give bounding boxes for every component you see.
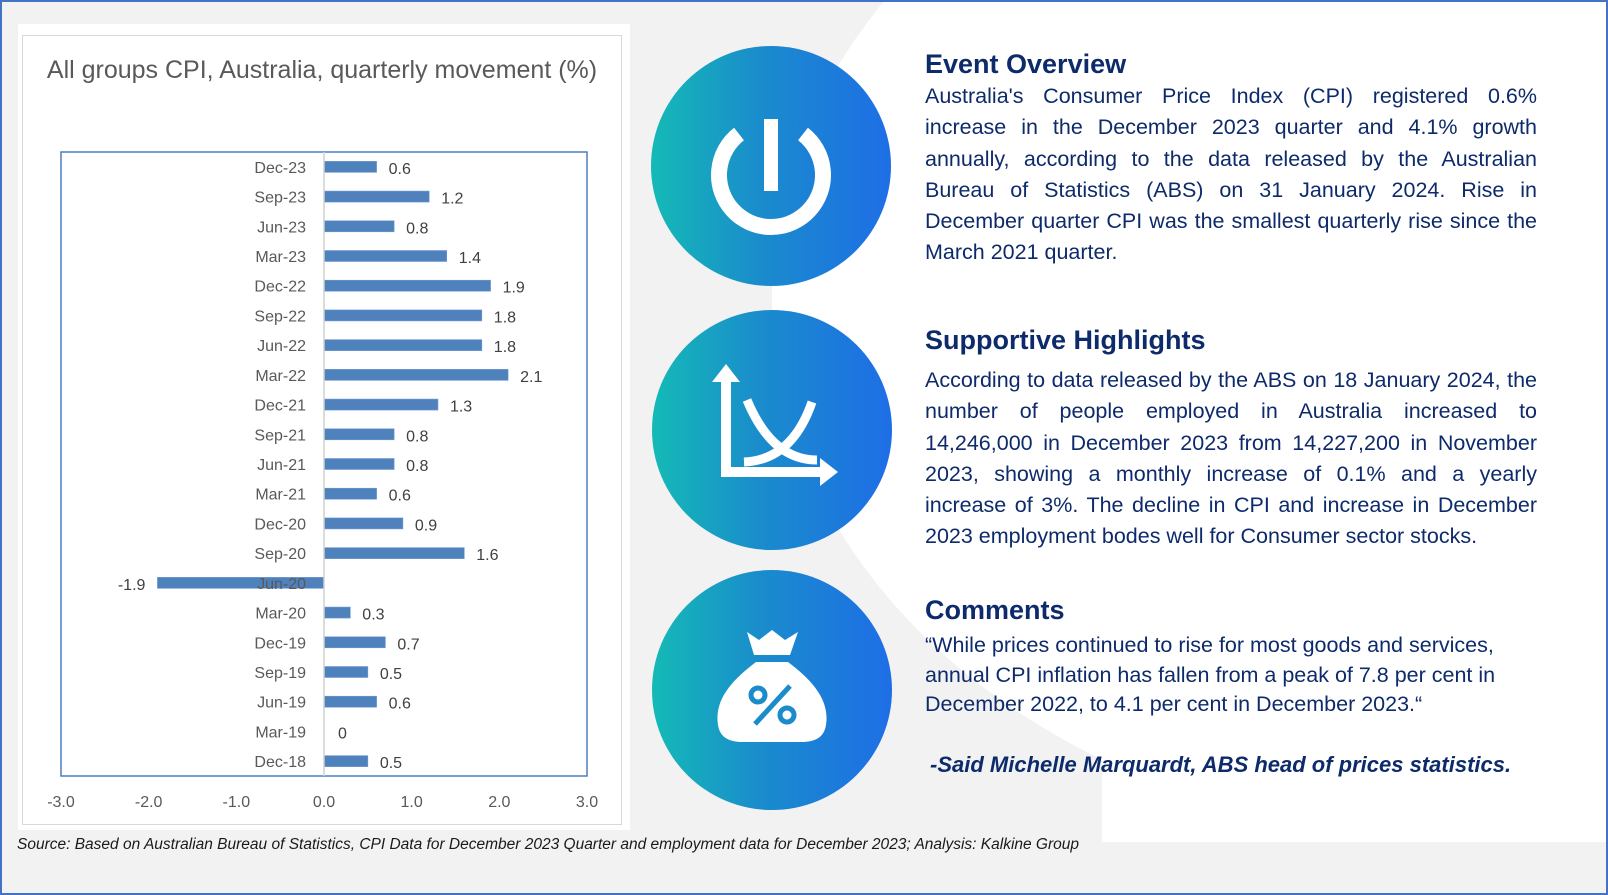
category-label: Dec-18 — [254, 754, 306, 771]
data-label: 0.5 — [380, 755, 402, 772]
bar-mar-21 — [323, 487, 377, 500]
data-label: 1.9 — [503, 280, 525, 297]
bar-mar-20 — [323, 606, 351, 619]
category-label: Mar-20 — [255, 606, 306, 623]
data-label: 2.1 — [520, 369, 542, 386]
data-label: -1.9 — [118, 577, 146, 594]
category-label: Sep-22 — [254, 308, 306, 325]
bar-dec-18 — [323, 755, 369, 767]
bar-jun-21 — [323, 458, 395, 470]
data-label: 1.4 — [459, 250, 481, 267]
event-overview-section: Event Overview Australia's Consumer Pric… — [925, 47, 1537, 269]
cpi-bar-chart: Dec-23 0.6 Sep-23 1.2 Jun-23 0.8 Mar-23 1.4 Dec-… — [47, 151, 598, 811]
x-tick-label: -2.0 — [135, 794, 163, 811]
category-label: Jun-19 — [257, 695, 306, 712]
data-label: 1.8 — [494, 309, 516, 326]
x-tick-label: 3.0 — [576, 794, 598, 811]
category-label: Sep-19 — [254, 665, 306, 682]
bar-dec-21 — [323, 398, 439, 411]
event-overview-body: Australia's Consumer Price Index (CPI) r… — [925, 84, 1537, 265]
source-note: Source: Based on Australian Bureau of St… — [17, 836, 1080, 853]
bar-mar-22 — [323, 369, 509, 381]
data-label: 0.7 — [397, 636, 419, 653]
data-label: 1.2 — [441, 191, 463, 208]
category-label: Sep-23 — [254, 190, 306, 207]
chart-title: All groups CPI, Australia, quarterly mov… — [46, 56, 598, 84]
bar-dec-22 — [323, 279, 491, 292]
chart-area — [22, 35, 622, 825]
data-label: 0.6 — [389, 488, 411, 505]
x-tick-label: 1.0 — [401, 794, 423, 811]
bar-jun-19 — [323, 695, 377, 708]
data-label: 0.8 — [406, 428, 428, 445]
category-label: Dec-19 — [254, 635, 306, 652]
category-label: Mar-22 — [255, 368, 306, 385]
category-label: Dec-22 — [254, 279, 306, 296]
bar-dec-19 — [323, 636, 386, 649]
data-label: 0.8 — [406, 458, 428, 475]
data-label: 0.9 — [415, 517, 437, 534]
x-tick-label: -1.0 — [223, 794, 251, 811]
money-bag-percent-icon — [717, 630, 827, 742]
comments-heading: Comments — [925, 595, 1065, 625]
category-label: Jun-23 — [257, 219, 306, 236]
bar-sep-21 — [323, 428, 395, 441]
data-label: 0.5 — [380, 666, 402, 683]
category-label: Mar-19 — [255, 724, 306, 741]
comments-icon-circle — [652, 570, 892, 810]
category-label: Jun-20 — [257, 576, 306, 593]
data-label: 1.3 — [450, 399, 472, 416]
data-label: 0.8 — [406, 220, 428, 237]
bar-sep-19 — [323, 666, 369, 678]
data-label: 0.6 — [389, 161, 411, 178]
power-icon — [711, 119, 831, 235]
data-label: 0.3 — [362, 607, 384, 624]
x-tick-label: -3.0 — [47, 794, 75, 811]
supportive-highlights-body: According to data released by the ABS on… — [925, 368, 1537, 549]
data-label: 1.6 — [476, 547, 498, 564]
event-overview-icon-circle — [651, 46, 891, 286]
data-label: 1.8 — [494, 339, 516, 356]
bar-sep-23 — [323, 190, 430, 203]
bar-mar-23 — [323, 250, 448, 262]
comments-section: Comments “While prices continued to rise… — [925, 593, 1537, 720]
data-label: 0 — [338, 725, 347, 742]
category-label: Sep-20 — [254, 546, 306, 563]
bar-dec-23 — [323, 161, 377, 173]
bar-jun-23 — [323, 220, 395, 233]
crossing-curves-chart-icon — [712, 364, 838, 486]
supportive-highlights-heading: Supportive Highlights — [925, 325, 1206, 355]
supportive-highlights-icon-circle — [652, 310, 892, 550]
comments-body: “While prices continued to rise for most… — [925, 633, 1496, 716]
category-label: Dec-20 — [254, 516, 306, 533]
x-tick-label: 2.0 — [488, 794, 510, 811]
category-label: Dec-21 — [254, 398, 306, 415]
category-label: Dec-23 — [254, 160, 306, 177]
category-label: Jun-21 — [257, 457, 306, 474]
bar-jun-22 — [323, 339, 483, 351]
quote-attribution: -Said Michelle Marquardt, ABS head of pr… — [930, 752, 1512, 777]
bar-sep-20 — [323, 547, 465, 559]
category-label: Jun-22 — [257, 338, 306, 355]
category-label: Mar-21 — [255, 487, 306, 504]
category-label: Mar-23 — [255, 249, 306, 266]
x-tick-label: 0.0 — [313, 794, 335, 811]
background-panel — [1102, 2, 1606, 842]
data-label: 0.6 — [389, 696, 411, 713]
bar-dec-20 — [323, 517, 404, 530]
category-label: Sep-21 — [254, 427, 306, 444]
bar-sep-22 — [323, 309, 483, 322]
supportive-highlights-section: Supportive Highlights According to data … — [925, 323, 1537, 553]
event-overview-heading: Event Overview — [925, 49, 1127, 79]
